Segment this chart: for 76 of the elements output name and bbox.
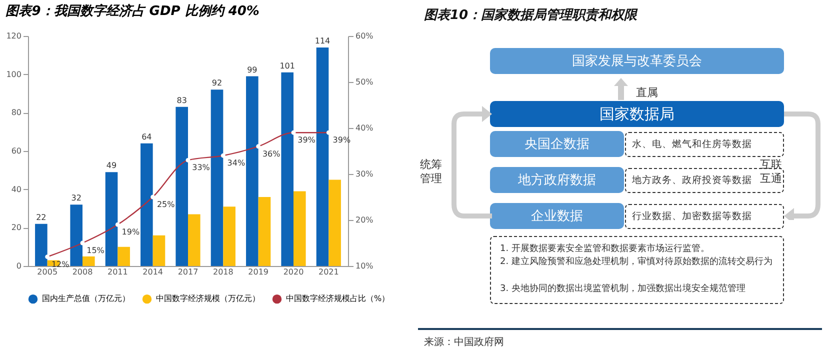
bar xyxy=(293,191,306,266)
legend-label: 中国数字经济规模占比（%） xyxy=(286,294,390,304)
text: 统筹管理 xyxy=(420,158,443,186)
text: 地方政务、政府投资等数据 xyxy=(632,175,752,186)
text: 国家发展与改革委员会 xyxy=(490,48,784,74)
text: 1. 开展数据要素安全监管和数据要素市场运行监管。 xyxy=(500,242,710,255)
data-label: 83 xyxy=(176,96,187,105)
legend-label: 国内生产总值（万亿元） xyxy=(42,294,130,304)
x-tick-label: 2005 xyxy=(37,268,58,276)
data-label: 15% xyxy=(86,246,105,255)
data-label: 12% xyxy=(51,260,70,269)
text: 图表10：国家数据局管理职责和权限 xyxy=(424,6,638,24)
bar xyxy=(152,235,166,266)
text: 国家数据局 xyxy=(490,101,784,127)
data-label: 22 xyxy=(36,212,46,222)
data-label: 114 xyxy=(314,36,330,46)
x-tick-label: 2018 xyxy=(212,268,234,276)
y-tick-label: 40 xyxy=(11,184,22,194)
bar xyxy=(188,214,200,266)
x-tick-label: 2020 xyxy=(283,268,304,276)
text: 水、电、燃气和住房等数据 xyxy=(625,132,784,157)
bar xyxy=(140,143,153,266)
data-label: 19% xyxy=(122,228,140,237)
text: 直属 xyxy=(636,85,658,100)
bar xyxy=(70,204,83,266)
bar xyxy=(35,224,48,266)
data-label: 32 xyxy=(71,194,82,203)
data-label: 39% xyxy=(298,136,316,145)
data-label: 64 xyxy=(142,132,152,142)
chart-title: 图表9：我国数字经济占 GDP 比例约 40% xyxy=(6,3,260,19)
y2-tick-label: 30% xyxy=(356,170,374,178)
text: 地方政府数据 xyxy=(490,167,624,193)
x-tick-label: 2014 xyxy=(142,268,164,276)
bar xyxy=(82,256,95,266)
y2-tick-label: 40% xyxy=(356,124,374,132)
y-tick-label: 120 xyxy=(6,32,22,40)
bar xyxy=(105,172,118,266)
data-label: 39% xyxy=(332,136,351,145)
data-label: 99 xyxy=(247,65,258,74)
bar xyxy=(281,72,294,266)
bar xyxy=(258,197,271,266)
data-label: 33% xyxy=(192,163,210,172)
x-tick-label: 2008 xyxy=(72,268,93,276)
bar xyxy=(328,180,341,266)
bar xyxy=(118,246,130,266)
text: 央国企数据 xyxy=(490,131,624,157)
bar xyxy=(210,90,224,266)
y-tick-label: 0 xyxy=(16,262,22,270)
y-tick-label: 20 xyxy=(11,223,22,232)
x-tick-label: 2011 xyxy=(107,268,128,276)
data-label: 25% xyxy=(156,200,176,209)
y-tick-label: 60 xyxy=(11,146,22,156)
bar xyxy=(176,106,188,266)
y-tick-label: 80 xyxy=(11,108,22,118)
text: 3. 央地协同的数据出境监管机制，加强数据出境安全规范管理 xyxy=(500,283,746,296)
data-label: 34% xyxy=(227,158,246,168)
x-tick-label: 2021 xyxy=(318,268,339,276)
y-tick-label: 100 xyxy=(6,70,22,79)
source-note: 来源：中国政府网 xyxy=(424,336,504,349)
y2-tick-label: 60% xyxy=(356,32,374,40)
data-label: 49 xyxy=(106,161,117,170)
text: 企业数据 xyxy=(490,203,624,229)
legend-label: 中国数字经济规模（万亿元） xyxy=(156,294,260,304)
data-label: 101 xyxy=(280,61,295,70)
x-tick-label: 2017 xyxy=(178,268,198,276)
y2-tick-label: 20% xyxy=(356,216,374,224)
text: 行业数据、加密数据等数据 xyxy=(625,204,784,229)
y2-tick-label: 50% xyxy=(356,78,374,86)
data-label: 36% xyxy=(262,149,281,158)
y2-tick-label: 10% xyxy=(356,262,374,270)
text: 2. 建立风险预警和应急处理机制，审慎对待原始数据的流转交易行为 xyxy=(500,256,774,269)
x-tick-label: 2019 xyxy=(248,268,269,276)
bar xyxy=(246,76,258,266)
bar xyxy=(223,206,236,266)
bar xyxy=(316,48,329,266)
data-label: 92 xyxy=(212,78,222,88)
